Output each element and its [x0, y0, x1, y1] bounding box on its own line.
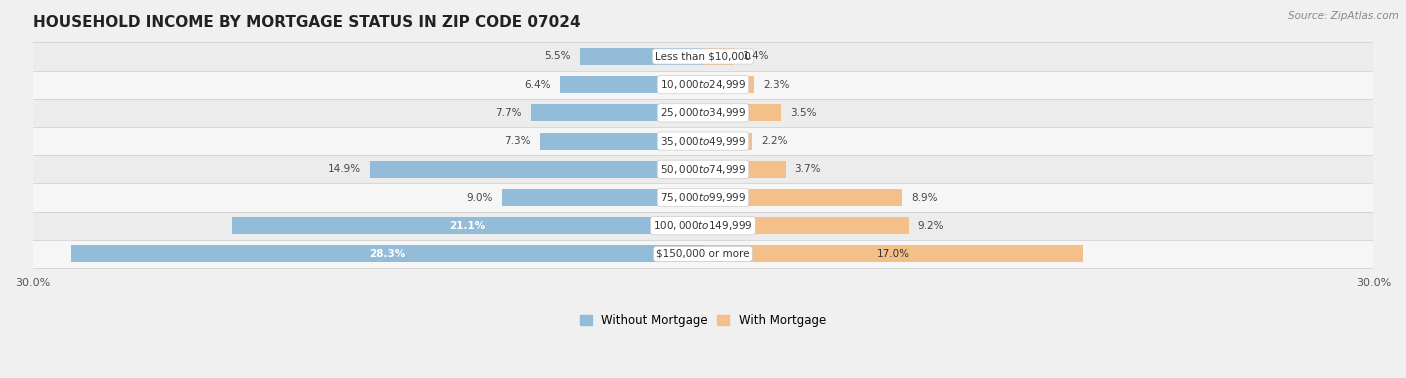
Bar	[32, 71, 1374, 99]
Text: 5.5%: 5.5%	[544, 51, 571, 62]
Bar	[502, 189, 703, 206]
Text: HOUSEHOLD INCOME BY MORTGAGE STATUS IN ZIP CODE 07024: HOUSEHOLD INCOME BY MORTGAGE STATUS IN Z…	[32, 15, 581, 30]
Text: Source: ZipAtlas.com: Source: ZipAtlas.com	[1288, 11, 1399, 21]
Text: 14.9%: 14.9%	[328, 164, 361, 174]
Text: $50,000 to $74,999: $50,000 to $74,999	[659, 163, 747, 176]
Text: $75,000 to $99,999: $75,000 to $99,999	[659, 191, 747, 204]
Text: 9.0%: 9.0%	[467, 192, 494, 203]
Text: 7.3%: 7.3%	[505, 136, 531, 146]
Bar	[32, 42, 1374, 71]
Text: $10,000 to $24,999: $10,000 to $24,999	[659, 78, 747, 91]
Text: 28.3%: 28.3%	[368, 249, 405, 259]
Text: $150,000 or more: $150,000 or more	[657, 249, 749, 259]
Bar	[703, 217, 908, 234]
Bar	[370, 161, 703, 178]
Text: $25,000 to $34,999: $25,000 to $34,999	[659, 106, 747, 119]
Text: 7.7%: 7.7%	[495, 108, 522, 118]
Text: 21.1%: 21.1%	[449, 221, 485, 231]
Bar	[540, 133, 703, 150]
Text: $35,000 to $49,999: $35,000 to $49,999	[659, 135, 747, 147]
Bar	[32, 155, 1374, 183]
Text: Less than $10,000: Less than $10,000	[655, 51, 751, 62]
Bar	[560, 76, 703, 93]
Text: $100,000 to $149,999: $100,000 to $149,999	[654, 219, 752, 232]
Text: 1.4%: 1.4%	[744, 51, 769, 62]
Bar	[703, 76, 755, 93]
Text: 17.0%: 17.0%	[876, 249, 910, 259]
Text: 8.9%: 8.9%	[911, 192, 938, 203]
Bar	[703, 245, 1083, 262]
Text: 6.4%: 6.4%	[524, 80, 551, 90]
Bar	[703, 133, 752, 150]
Bar	[703, 161, 786, 178]
Text: 2.3%: 2.3%	[763, 80, 790, 90]
Text: 3.5%: 3.5%	[790, 108, 817, 118]
Bar	[232, 217, 703, 234]
Text: 3.7%: 3.7%	[794, 164, 821, 174]
Bar	[581, 48, 703, 65]
Bar	[703, 104, 782, 121]
Bar	[32, 212, 1374, 240]
Bar	[531, 104, 703, 121]
Bar	[70, 245, 703, 262]
Text: 2.2%: 2.2%	[761, 136, 787, 146]
Bar	[703, 48, 734, 65]
Bar	[32, 99, 1374, 127]
Bar	[32, 240, 1374, 268]
Bar	[703, 189, 901, 206]
Bar	[32, 183, 1374, 212]
Legend: Without Mortgage, With Mortgage: Without Mortgage, With Mortgage	[575, 310, 831, 332]
Bar	[32, 127, 1374, 155]
Text: 9.2%: 9.2%	[918, 221, 943, 231]
